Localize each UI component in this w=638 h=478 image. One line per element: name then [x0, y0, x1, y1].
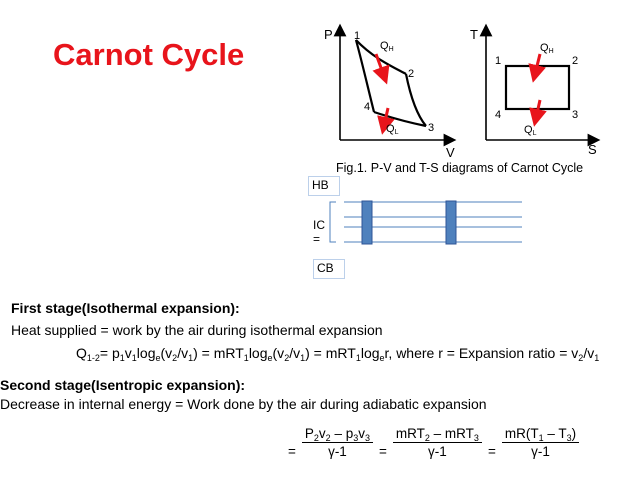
- ts-point-1: 1: [495, 55, 501, 67]
- cold-body-label: CB: [313, 259, 345, 279]
- ts-ql-label: QL: [524, 124, 537, 137]
- stage1-text: Heat supplied = work by the air during i…: [11, 322, 383, 338]
- stage2-text: Decrease in internal energy = Work done …: [0, 396, 487, 412]
- pv-qh-label: QH: [380, 40, 394, 53]
- fraction-pv: P2v2 – p3v3 γ-1: [301, 426, 373, 459]
- ts-point-4: 4: [495, 109, 501, 121]
- stage1-heading: First stage(Isothermal expansion):: [11, 300, 240, 316]
- ts-t-axis-label: T: [470, 27, 478, 42]
- ts-qh-label: QH: [540, 42, 554, 55]
- stage1-equation: Q1-2= p1v1loge(v2/v1) = mRT1loge(v2/v1) …: [76, 345, 600, 363]
- ts-point-2: 2: [572, 55, 578, 67]
- pv-point-1: 1: [354, 30, 360, 42]
- equals-sign: =: [487, 444, 496, 459]
- pv-p-axis-label: P: [324, 27, 333, 42]
- page-title: Carnot Cycle: [53, 37, 245, 72]
- pv-diagram: [333, 23, 457, 147]
- stage2-heading: Second stage(Isentropic expansion):: [0, 377, 246, 393]
- ts-point-3: 3: [572, 109, 578, 121]
- ic-text: IC: [313, 218, 325, 232]
- ts-s-axis-label: S: [588, 142, 597, 157]
- equals-sign: =: [379, 444, 387, 459]
- figure-caption: Fig.1. P-V and T-S diagrams of Carnot Cy…: [336, 161, 584, 175]
- pv-v-axis-label: V: [446, 145, 455, 160]
- hot-body-label: HB: [308, 176, 340, 196]
- pv-point-4: 4: [364, 101, 370, 113]
- pv-point-2: 2: [408, 68, 414, 80]
- ts-diagram: [479, 23, 601, 147]
- insulating-cap-label: IC =: [313, 218, 325, 246]
- pv-point-3: 3: [428, 122, 434, 134]
- cylinder-schematic: [329, 200, 522, 245]
- stage2-equation: = P2v2 – p3v3 γ-1 = mRT2 – mRT3 γ-1 = mR(T1 – T…: [282, 426, 580, 459]
- ic-equals: =: [313, 232, 321, 246]
- carnot-diagrams: P V 1 2 3 4 QH QL T S 1 2 3 4 QH QL: [324, 23, 601, 160]
- fraction-mrt: mRT2 – mRT3 γ-1: [392, 426, 482, 459]
- equals-sign: =: [288, 444, 296, 459]
- pv-ql-label: QL: [386, 123, 399, 136]
- fraction-mr: mR(T1 – T3) γ-1: [501, 426, 580, 459]
